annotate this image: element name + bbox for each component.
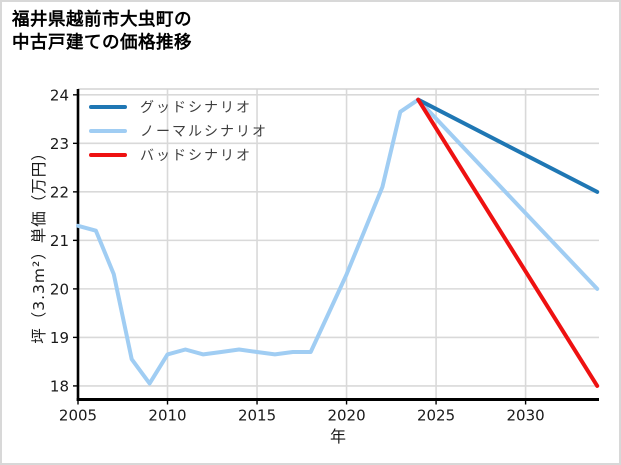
legend-item-good-scenario: グッドシナリオ [89,95,268,119]
y-tick-label: 20 [50,280,69,298]
series-line-good-scenario [416,97,600,194]
y-axis-label: 坪（3.3m²）単価（万円） [30,144,48,344]
legend-label-normal-scenario: ノーマルシナリオ [140,124,268,140]
chart-title-line2: 中古戸建ての価格推移 [12,33,192,54]
x-tick-label: 2020 [327,407,365,425]
legend: グッドシナリオ ノーマルシナリオ バッドシナリオ [89,95,268,167]
series-line-bad-scenario [416,97,600,388]
legend-label-bad-scenario: バッドシナリオ [140,148,252,164]
x-tick-label: 2030 [507,407,545,425]
x-tick-label: 2010 [148,407,186,425]
y-tick-label: 24 [50,86,69,104]
y-tick-label: 23 [50,135,69,153]
legend-swatch-bad-scenario [89,153,127,157]
x-tick-label: 2005 [59,407,97,425]
legend-item-normal-scenario: ノーマルシナリオ [89,119,268,143]
series-line-normal-scenario [76,97,600,386]
chart-title: 福井県越前市大虫町の 中古戸建ての価格推移 [12,9,192,55]
x-axis-label: 年 [329,427,347,446]
y-tick-label: 21 [50,232,69,250]
y-tick-label: 19 [50,329,69,347]
legend-label-good-scenario: グッドシナリオ [140,100,252,116]
legend-swatch-normal-scenario [89,129,127,133]
chart-title-line1: 福井県越前市大虫町の [12,10,192,30]
y-tick-label: 18 [50,377,69,395]
x-tick-label: 2015 [238,407,276,425]
x-tick-label: 2025 [417,407,455,425]
y-tick-label: 22 [50,183,69,201]
legend-swatch-good-scenario [89,105,127,109]
legend-item-bad-scenario: バッドシナリオ [89,143,268,167]
